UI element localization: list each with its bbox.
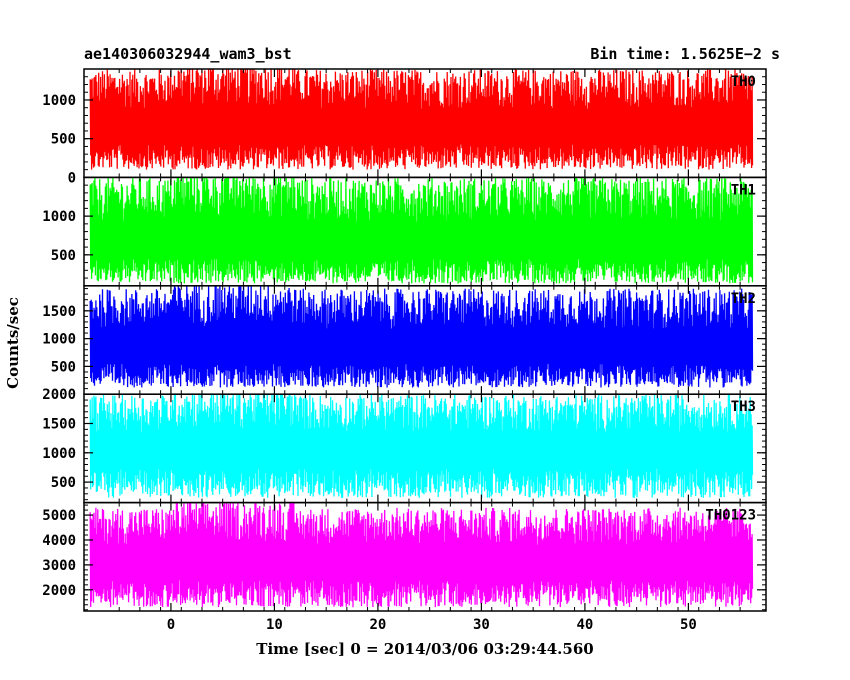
y-tick-label: 0 [68, 170, 76, 186]
panel-th1: 500 1000 TH1 [42, 176, 767, 287]
panel-label: TH1 [731, 182, 756, 198]
y-tick-label: 2000 [42, 583, 76, 599]
panel-frame [83, 501, 767, 612]
x-tick-label: 40 [576, 617, 593, 633]
series-core-th0123 [90, 544, 753, 580]
x-tick-label: 10 [266, 617, 283, 633]
panel-label: TH0 [731, 74, 756, 90]
x-tick-label: 0 [167, 617, 175, 633]
y-tick-label: 1000 [42, 93, 76, 109]
y-tick-label: 1500 [42, 416, 76, 432]
y-tick-label: 1000 [42, 209, 76, 225]
x-tick-label: 20 [369, 617, 386, 633]
panel-th3: 500 1000 1500 2000 TH3 [42, 387, 767, 504]
y-tick-label: 500 [51, 248, 76, 264]
x-tick-label: 50 [680, 617, 697, 633]
y-tick-label: 2000 [42, 387, 76, 403]
bin-time-label: Bin time: 1.5625E−2 s [590, 45, 780, 63]
y-tick-label: 1000 [42, 332, 76, 348]
y-axis-label: Counts/sec [4, 297, 22, 389]
y-tick-label: 500 [51, 475, 76, 491]
y-tick-label: 3000 [42, 558, 76, 574]
x-axis: 0 10 20 30 40 50 [167, 617, 697, 633]
series-core-th1 [90, 221, 753, 259]
panel-label: TH2 [731, 291, 756, 307]
y-tick-label: 1500 [42, 304, 76, 320]
y-tick-label: 4000 [42, 533, 76, 549]
x-axis-label: Time [sec] 0 = 2014/03/06 03:29:44.560 [256, 640, 593, 658]
series-core-th3 [90, 432, 753, 469]
panel-th2: 500 1000 1500 TH2 [42, 285, 767, 395]
panels: 0 500 1000 TH0 500 1000 TH1 500 1000 1500 TH2 500 10… [42, 68, 767, 612]
panel-label: TH0123 [705, 508, 756, 524]
y-tick-label: 1000 [42, 446, 76, 462]
panel-th0123: 2000 3000 4000 5000 TH0123 [42, 501, 767, 612]
series-core-th2 [90, 329, 753, 364]
panel-label: TH3 [731, 399, 756, 415]
chart-title: ae140306032944_wam3_bst [84, 45, 292, 63]
y-tick-label: 500 [51, 132, 76, 148]
y-tick-label: 5000 [42, 508, 76, 524]
y-tick-label: 500 [51, 359, 76, 375]
panel-th0: 0 500 1000 TH0 [42, 68, 767, 186]
x-tick-label: 30 [473, 617, 490, 633]
series-core-th0 [90, 109, 753, 145]
